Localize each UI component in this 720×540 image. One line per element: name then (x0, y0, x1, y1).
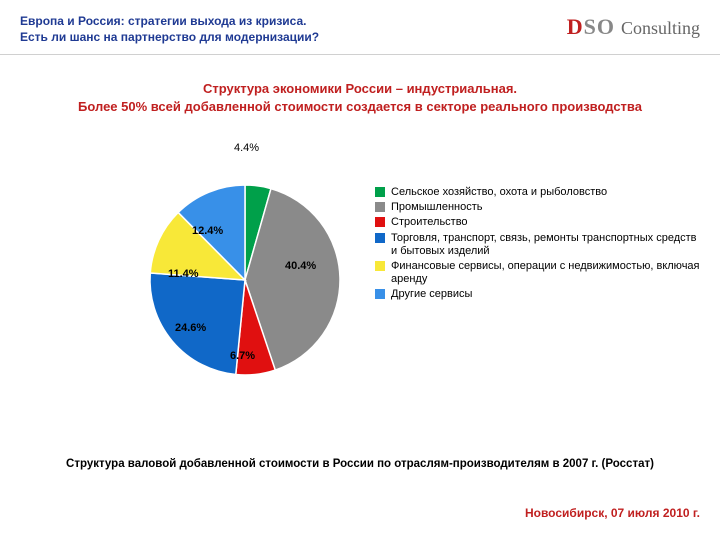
legend: Сельское хозяйство, охота и рыболовство П… (375, 186, 705, 304)
legend-label: Торговля, транспорт, связь, ремонты тран… (391, 232, 705, 258)
chart-caption: Структура валовой добавленной стоимости … (0, 458, 720, 470)
pie-slice-label: 11.4% (168, 268, 199, 280)
pie-slice-label: 12.4% (192, 225, 223, 237)
main-title: Структура экономики России – индустриаль… (0, 80, 720, 116)
legend-label: Сельское хозяйство, охота и рыболовство (391, 186, 607, 199)
legend-item: Финансовые сервисы, операции с недвижимо… (375, 260, 705, 286)
legend-swatch (375, 289, 385, 299)
legend-label: Промышленность (391, 201, 483, 214)
legend-item: Другие сервисы (375, 288, 705, 301)
legend-swatch (375, 202, 385, 212)
logo-text: Consulting (621, 18, 700, 39)
main-title-line1: Структура экономики России – индустриаль… (0, 80, 720, 98)
legend-item: Промышленность (375, 201, 705, 214)
legend-swatch (375, 233, 385, 243)
legend-swatch (375, 261, 385, 271)
logo-d: D (567, 14, 584, 39)
legend-item: Сельское хозяйство, охота и рыболовство (375, 186, 705, 199)
footer-date: Новосибирск, 07 июля 2010 г. (525, 506, 700, 520)
header-title-line2: Есть ли шанс на партнерство для модерниз… (20, 30, 319, 46)
legend-label: Строительство (391, 216, 468, 229)
main-title-line2: Более 50% всей добавленной стоимости соз… (0, 98, 720, 116)
pie-slice-label: 4.4% (234, 142, 259, 154)
pie-slice-label: 6.7% (230, 350, 255, 362)
legend-label: Финансовые сервисы, операции с недвижимо… (391, 260, 705, 286)
pie-slice-label: 40.4% (285, 260, 316, 272)
header-title-line1: Европа и Россия: стратегии выхода из кри… (20, 14, 319, 30)
legend-swatch (375, 217, 385, 227)
logo-mark: DSO (567, 14, 615, 40)
pie-svg (130, 150, 360, 410)
legend-swatch (375, 187, 385, 197)
pie-chart: 4.4%40.4%6.7%24.6%11.4%12.4% (130, 150, 360, 380)
header-divider (0, 54, 720, 55)
pie-slice-label: 24.6% (175, 322, 206, 334)
logo-so: SO (584, 14, 615, 39)
legend-item: Строительство (375, 216, 705, 229)
header-title-block: Европа и Россия: стратегии выхода из кри… (20, 14, 319, 45)
header: Европа и Россия: стратегии выхода из кри… (20, 14, 700, 45)
legend-label: Другие сервисы (391, 288, 472, 301)
legend-item: Торговля, транспорт, связь, ремонты тран… (375, 232, 705, 258)
logo: DSO Consulting (567, 14, 700, 40)
